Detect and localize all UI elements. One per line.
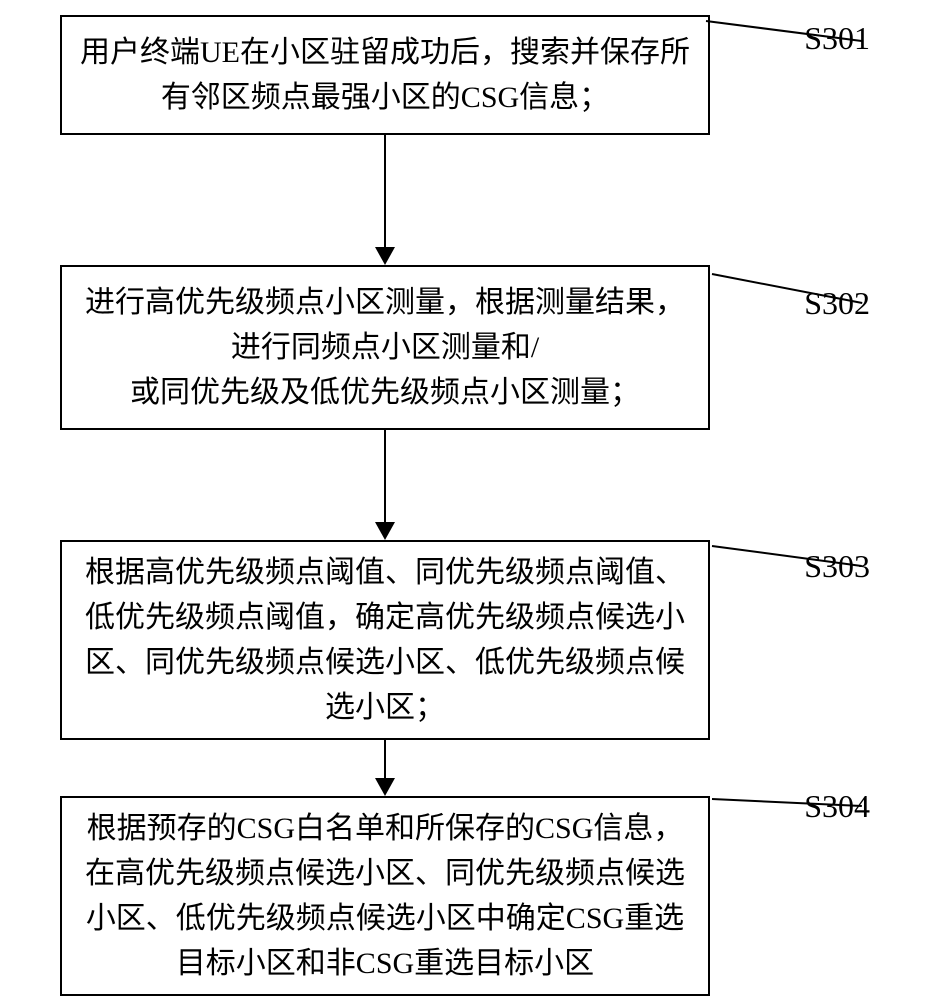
arrowhead-icon (375, 778, 395, 796)
connector-line (384, 740, 386, 780)
step-box-S302: 进行高优先级频点小区测量，根据测量结果，进行同频点小区测量和/ 或同优先级及低优… (60, 265, 710, 430)
flowchart-canvas: 用户终端UE在小区驻留成功后，搜索并保存所有邻区频点最强小区的CSG信息；S30… (0, 0, 933, 1000)
arrowhead-icon (375, 247, 395, 265)
step-text: 用户终端UE在小区驻留成功后，搜索并保存所有邻区频点最强小区的CSG信息； (80, 30, 690, 120)
connector-line (384, 135, 386, 249)
step-text: 根据预存的CSG白名单和所保存的CSG信息，在高优先级频点候选小区、同优先级频点… (80, 806, 690, 986)
step-box-S301: 用户终端UE在小区驻留成功后，搜索并保存所有邻区频点最强小区的CSG信息； (60, 15, 710, 135)
step-box-S304: 根据预存的CSG白名单和所保存的CSG信息，在高优先级频点候选小区、同优先级频点… (60, 796, 710, 996)
connector-line (384, 430, 386, 524)
arrowhead-icon (375, 522, 395, 540)
step-box-S303: 根据高优先级频点阈值、同优先级频点阈值、低优先级频点阈值，确定高优先级频点候选小… (60, 540, 710, 740)
step-text: 根据高优先级频点阈值、同优先级频点阈值、低优先级频点阈值，确定高优先级频点候选小… (80, 550, 690, 730)
step-text: 进行高优先级频点小区测量，根据测量结果，进行同频点小区测量和/ 或同优先级及低优… (80, 280, 690, 415)
